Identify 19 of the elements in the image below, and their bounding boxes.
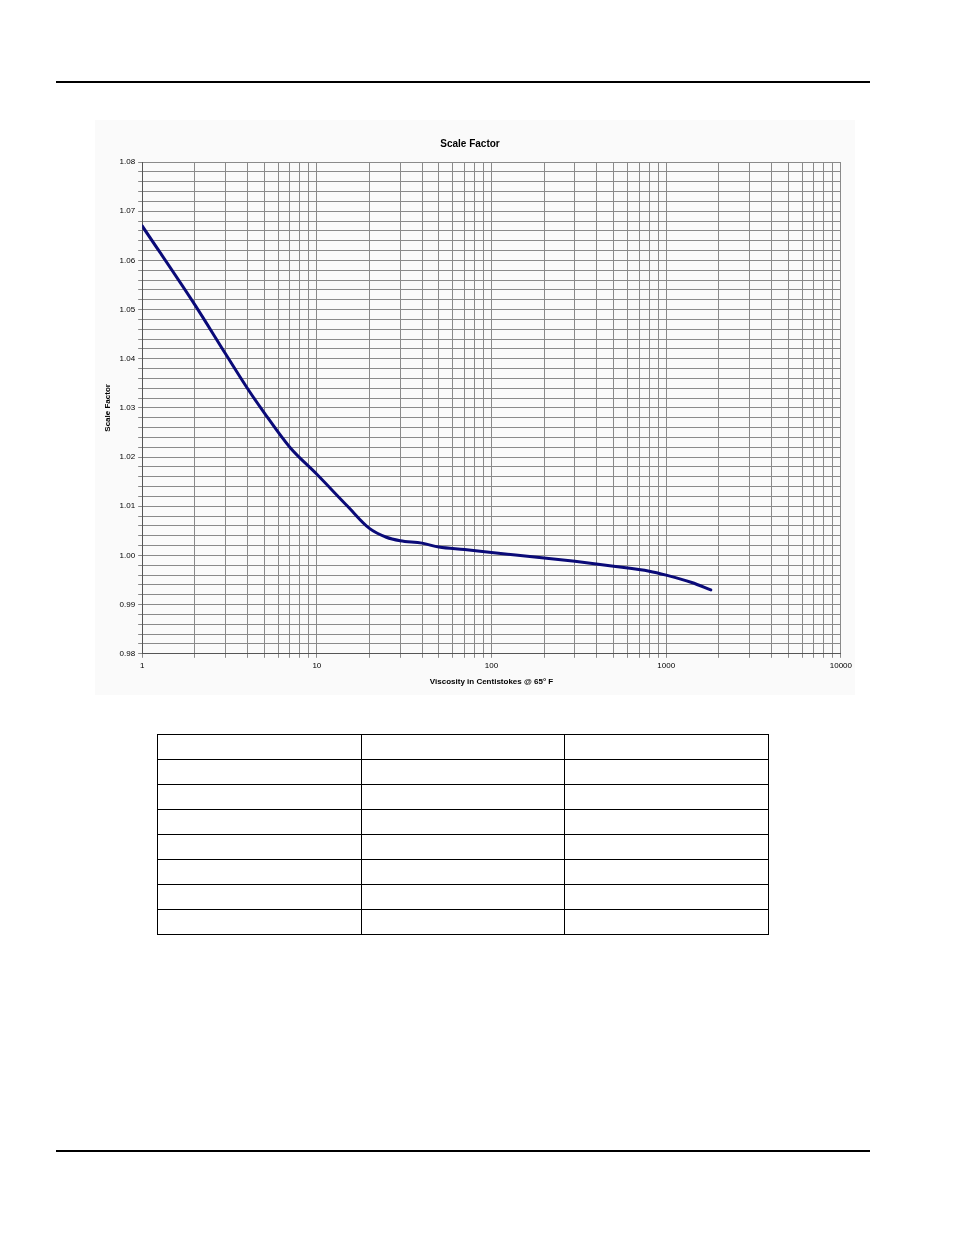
y-tick-label: 1.07 xyxy=(119,206,136,216)
chart-title: Scale Factor xyxy=(440,137,500,149)
x-tick-label: 100 xyxy=(484,660,499,670)
y-tick-label: 1.03 xyxy=(119,403,136,413)
y-tick-label: 1.08 xyxy=(119,157,136,167)
y-tick-label: 1.01 xyxy=(119,501,136,511)
x-tick-label: 1000 xyxy=(657,660,676,670)
x-axis-title: Viscosity in Centistokes @ 65° F xyxy=(429,677,554,687)
y-tick-label: 1.02 xyxy=(119,452,136,462)
x-tick-label: 1 xyxy=(139,660,145,670)
y-axis-title: Scale Factor xyxy=(103,384,112,432)
y-tick-label: 1.05 xyxy=(119,304,136,314)
y-tick-label: 0.99 xyxy=(119,599,136,609)
y-tick-label: 1.06 xyxy=(119,255,136,265)
y-tick-label: 1.04 xyxy=(119,353,136,363)
y-tick-label: 0.98 xyxy=(119,649,136,658)
x-tick-label: 10000 xyxy=(829,660,853,670)
y-tick-label: 1.00 xyxy=(119,550,136,560)
x-tick-label: 10 xyxy=(312,660,322,670)
